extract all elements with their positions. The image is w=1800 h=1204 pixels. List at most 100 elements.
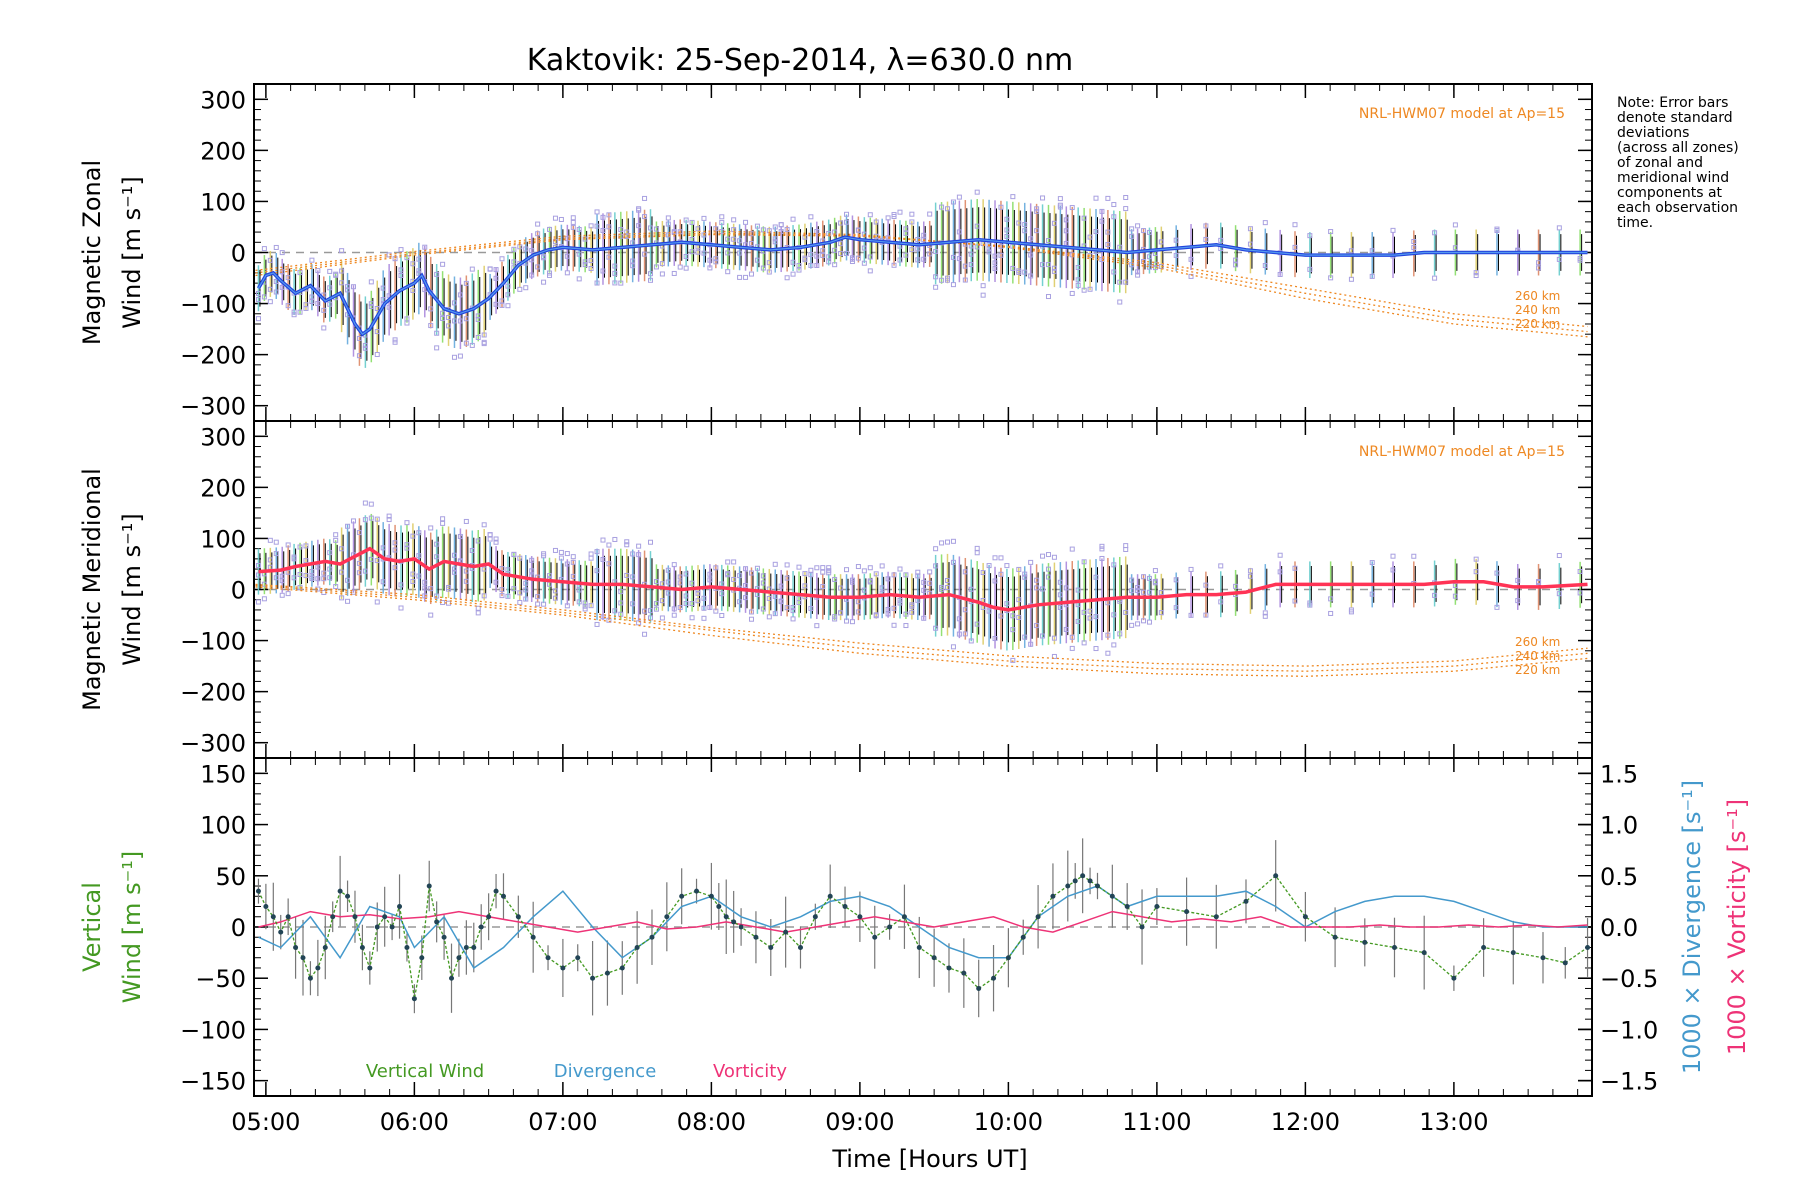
zone-point [743, 566, 749, 572]
zone-point [624, 539, 630, 545]
zone-point [612, 280, 618, 286]
vertical-wind-point [1124, 904, 1130, 910]
zone-point [737, 274, 743, 280]
zone-point [529, 557, 535, 563]
zone-point [297, 544, 303, 550]
zone-point [808, 572, 814, 578]
zone-point [261, 294, 267, 300]
zone-point [1034, 623, 1040, 629]
zone-point [1146, 575, 1152, 581]
vertical-wind-point [1585, 944, 1591, 950]
zone-point [992, 260, 998, 266]
zone-point [855, 599, 861, 605]
zone-point [844, 618, 850, 624]
zone-point [392, 547, 398, 553]
zone-point [1105, 600, 1111, 606]
zone-point [624, 542, 630, 548]
zone-point [636, 223, 642, 229]
y2-tick-label: 1.5 [1600, 760, 1638, 788]
zone-point [1292, 565, 1298, 571]
zone-point [998, 204, 1004, 210]
vertical-wind-point [857, 914, 863, 920]
vertical-wind-point [263, 904, 269, 910]
zone-point [838, 585, 844, 591]
zone-point [1515, 577, 1521, 583]
zone-point [1307, 600, 1313, 606]
zone-point [392, 256, 398, 262]
x-tick-label: 11:00 [1122, 1108, 1191, 1136]
zone-point [1075, 282, 1081, 288]
zone-point [1045, 552, 1051, 558]
zone-point [570, 215, 576, 221]
zone-point [1087, 608, 1093, 614]
zone-point [1045, 294, 1051, 300]
zone-point [873, 612, 879, 618]
zone-point [255, 297, 261, 303]
vertical-wind-point [1080, 873, 1086, 879]
zone-point [950, 644, 956, 650]
zone-point [368, 515, 374, 521]
zone-point [939, 586, 945, 592]
x-tick-label: 07:00 [528, 1108, 597, 1136]
zone-point [600, 556, 606, 562]
zone-point [523, 587, 529, 593]
zone-point [1473, 273, 1479, 279]
zone-point [1004, 601, 1010, 607]
zone-point [772, 561, 778, 567]
zone-point [832, 616, 838, 622]
zone-point [588, 603, 594, 609]
zone-point [1218, 237, 1224, 243]
y-tick-label: −50 [195, 965, 246, 993]
zone-point [671, 229, 677, 235]
zone-point [642, 608, 648, 614]
zone-point [897, 600, 903, 606]
zone-point [980, 292, 986, 298]
zone-point [814, 565, 820, 571]
zone-point [909, 211, 915, 217]
zone-point [552, 547, 558, 553]
zone-point [844, 211, 850, 217]
zone-point [903, 226, 909, 232]
zone-point [1146, 264, 1152, 270]
zone-point [1004, 233, 1010, 239]
zone-point [820, 252, 826, 258]
zone-point [665, 215, 671, 221]
zone-point [778, 229, 784, 235]
zone-point [950, 199, 956, 205]
zone-point [790, 616, 796, 622]
vertical-wind-point [278, 929, 284, 935]
zone-point [1494, 604, 1500, 610]
zone-point [1307, 233, 1313, 239]
zone-point [933, 625, 939, 631]
zone-point [885, 215, 891, 221]
zone-point [404, 316, 410, 322]
zone-point [345, 284, 351, 290]
zone-point [772, 611, 778, 617]
zone-point [297, 309, 303, 315]
vertical-wind-point [1481, 944, 1487, 950]
zone-point [683, 217, 689, 223]
zone-point [861, 260, 867, 266]
zone-point [564, 561, 570, 567]
vertical-wind-point [500, 893, 506, 899]
zone-point [1063, 626, 1069, 632]
vertical-wind-point [449, 975, 455, 981]
zone-point [606, 254, 612, 260]
vertical-wind-point [337, 888, 343, 894]
zone-point [1292, 222, 1298, 228]
zone-point [1057, 204, 1063, 210]
zone-point [1233, 257, 1239, 263]
y2-tick-label: 0.5 [1600, 863, 1638, 891]
zone-point [582, 262, 588, 268]
zone-point [630, 574, 636, 580]
zone-point [327, 285, 333, 291]
zone-point [505, 283, 511, 289]
zone-point [1063, 240, 1069, 246]
y2-tick-label: −1.5 [1600, 1068, 1658, 1096]
zone-point [695, 249, 701, 255]
zone-point [368, 556, 374, 562]
zone-point [517, 590, 523, 596]
zone-point [921, 237, 927, 243]
zone-point [636, 552, 642, 558]
zone-point [974, 550, 980, 556]
